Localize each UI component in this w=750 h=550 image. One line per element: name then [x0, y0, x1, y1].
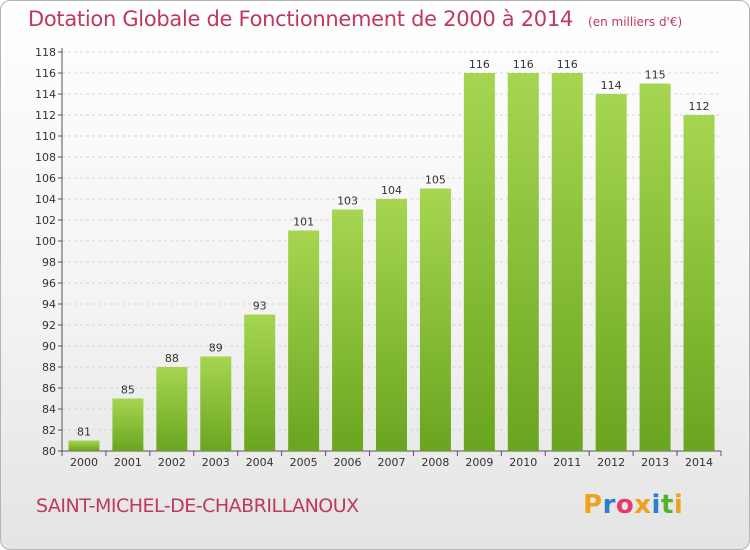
y-tick-label: 94 [42, 298, 56, 311]
x-tick-label: 2008 [421, 456, 449, 469]
y-tick-label: 90 [42, 340, 56, 353]
x-tick-label: 2012 [597, 456, 625, 469]
x-tick-label: 2014 [685, 456, 713, 469]
data-label: 116 [469, 58, 490, 71]
bar [551, 73, 583, 451]
y-tick-label: 88 [42, 361, 56, 374]
x-tick-label: 2009 [465, 456, 493, 469]
x-tick-label: 2000 [70, 456, 98, 469]
y-tick-label: 86 [42, 382, 56, 395]
y-tick-label: 98 [42, 256, 56, 269]
bar [332, 209, 364, 451]
bar [288, 230, 320, 451]
data-label: 112 [689, 100, 710, 113]
y-tick-label: 114 [35, 88, 56, 101]
bar [112, 398, 144, 451]
y-tick-label: 104 [35, 193, 56, 206]
y-tick-label: 112 [35, 109, 56, 122]
x-tick-label: 2007 [378, 456, 406, 469]
logo-letter: o [615, 490, 635, 520]
x-tick-label: 2004 [246, 456, 274, 469]
y-tick-label: 102 [35, 214, 56, 227]
y-tick-label: 84 [42, 403, 56, 416]
data-label: 104 [381, 184, 402, 197]
x-tick-label: 2006 [334, 456, 362, 469]
data-label: 101 [293, 216, 314, 229]
commune-name: SAINT-MICHEL-DE-CHABRILLANOUX [36, 495, 359, 517]
bars [68, 73, 715, 451]
bar [376, 199, 407, 451]
bar [507, 73, 539, 451]
y-tick-label: 96 [42, 277, 56, 290]
bar [156, 367, 188, 451]
x-tick-label: 2010 [509, 456, 537, 469]
x-tick-label: 2013 [641, 456, 669, 469]
title-line: Dotation Globale de Fonctionnement de 20… [28, 7, 682, 31]
data-label: 115 [645, 69, 666, 82]
y-tick-label: 100 [35, 235, 56, 248]
x-tick-label: 2005 [290, 456, 318, 469]
data-label: 85 [121, 384, 135, 397]
x-tick-label: 2003 [202, 456, 230, 469]
bar [683, 115, 715, 451]
data-label: 116 [557, 58, 578, 71]
y-tick-label: 116 [35, 67, 56, 80]
labels: 80 82 84 86 88 90 92 94 96 98 100 102 104 106 108 110 11… [35, 46, 713, 469]
bar [244, 314, 276, 451]
bar [595, 94, 627, 451]
x-tick-label: 2011 [553, 456, 581, 469]
y-tick-label: 106 [35, 172, 56, 185]
chart-title: Dotation Globale de Fonctionnement de 20… [28, 7, 573, 31]
data-label: 89 [209, 342, 223, 355]
logo-letter: P [583, 490, 603, 520]
proxiti-logo: Proxiti [583, 490, 683, 520]
bar [200, 356, 232, 451]
y-tick-label: 92 [42, 319, 56, 332]
data-label: 93 [253, 300, 267, 313]
data-label: 105 [425, 174, 446, 187]
y-tick-label: 110 [35, 130, 56, 143]
bar [419, 188, 451, 451]
logo-letter: t [660, 490, 674, 520]
logo-letter: i [651, 490, 661, 520]
chart-unit: (en milliers d'€) [588, 15, 683, 29]
y-tick-label: 108 [35, 151, 56, 164]
bar [463, 73, 495, 451]
data-label: 88 [165, 352, 179, 365]
bar [639, 83, 671, 451]
logo-letter: i [673, 490, 684, 520]
x-tick-label: 2001 [114, 456, 142, 469]
y-tick-label: 80 [42, 445, 56, 458]
bar [68, 440, 100, 451]
data-label: 114 [601, 79, 622, 92]
y-tick-label: 82 [42, 424, 56, 437]
logo-letter: x [634, 490, 652, 520]
logo-letter: r [602, 490, 616, 520]
x-tick-label: 2002 [158, 456, 186, 469]
data-label: 103 [337, 195, 358, 208]
y-tick-label: 118 [35, 46, 56, 59]
data-label: 81 [77, 426, 91, 439]
data-label: 116 [513, 58, 534, 71]
